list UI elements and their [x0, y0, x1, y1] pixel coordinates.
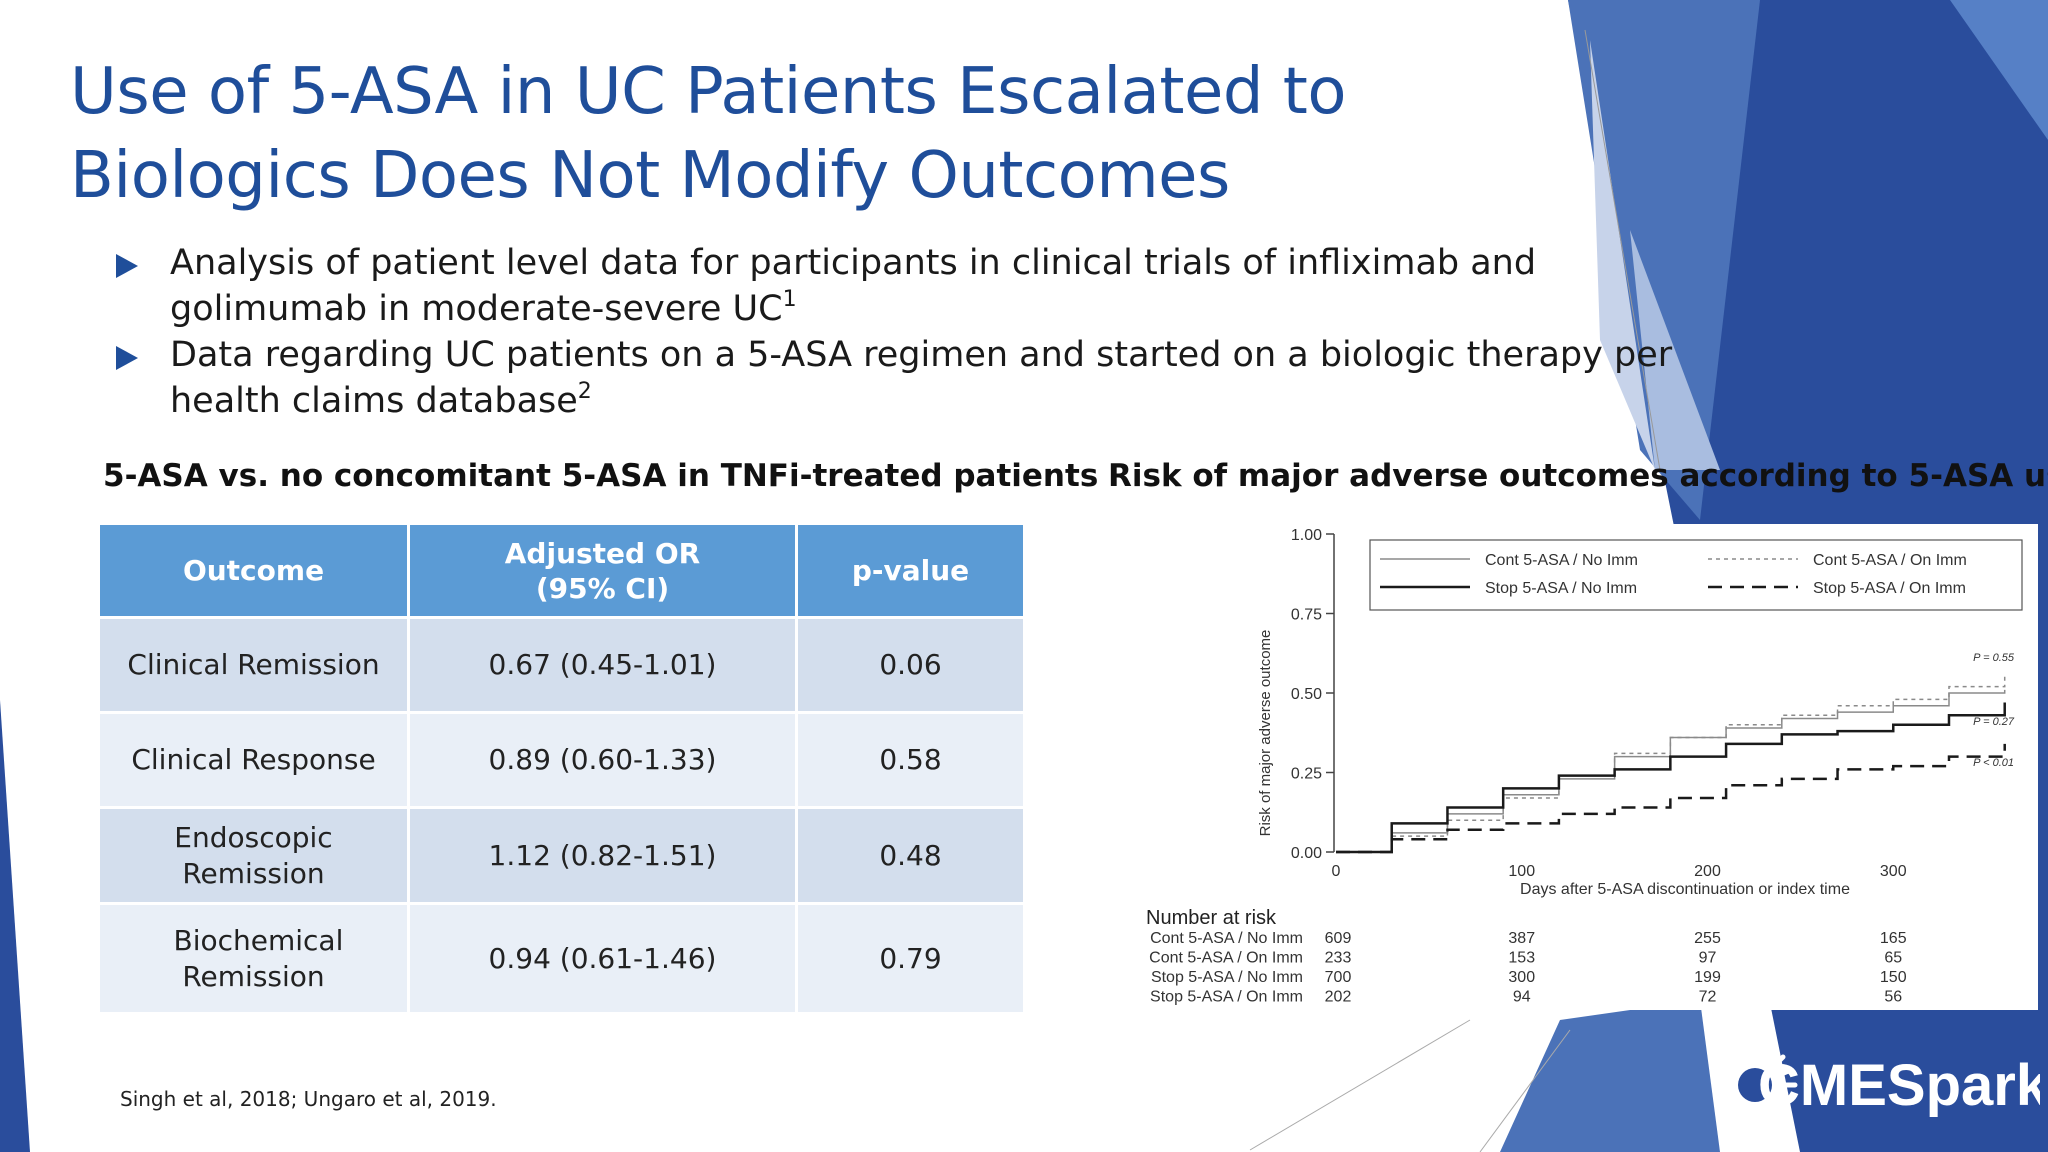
series-line: [1336, 702, 2006, 854]
x-tick-label: 100: [1508, 863, 1535, 880]
bullet-arrow-icon: [116, 254, 138, 278]
table-cell-or: 1.12 (0.82-1.51): [407, 806, 798, 905]
series-line: [1336, 673, 2006, 853]
bullet-reference: 2: [577, 379, 592, 404]
number-at-risk-value: 150: [1880, 969, 1907, 986]
number-at-risk-label: Cont 5-ASA / No Imm: [1150, 930, 1303, 947]
number-at-risk-value: 56: [1884, 989, 1902, 1006]
y-tick-label: 0.75: [1291, 607, 1322, 624]
footnote: Singh et al, 2018; Ungaro et al, 2019.: [120, 1087, 497, 1111]
legend-box: [1369, 539, 2023, 611]
cmespark-logo: CMESpark: [1712, 1042, 2040, 1128]
bullet-reference: 1: [782, 287, 797, 312]
chart-panel: 0.00 0.25 0.50 0.75 1.00 0 100 200 300 Days after…: [1108, 524, 2038, 1010]
legend-label: Stop 5-ASA / No Imm: [1485, 580, 1637, 597]
table-cell-outcome: Endoscopic Remission: [97, 806, 410, 905]
number-at-risk-value: 255: [1694, 930, 1721, 947]
y-tick-label: 0.50: [1291, 686, 1322, 703]
legend-label: Cont 5-ASA / On Imm: [1813, 552, 1967, 569]
bullet-list: Analysis of patient level data for parti…: [112, 240, 1692, 424]
table-section-title: 5-ASA vs. no concomitant 5-ASA in TNFi-t…: [103, 458, 1099, 494]
bullet-text: Data regarding UC patients on a 5-ASA re…: [170, 335, 1673, 421]
bullet-item: Analysis of patient level data for parti…: [112, 240, 1692, 332]
table-cell-outcome-label: Biochemical Remission: [173, 923, 344, 993]
y-axis-label: Risk of major adverse outcome: [1257, 630, 1274, 837]
number-at-risk-value: 165: [1880, 930, 1907, 947]
y-tick-label: 1.00: [1291, 527, 1322, 544]
risk-chart: 0.00 0.25 0.50 0.75 1.00 0 100 200 300 Days after…: [1146, 527, 2023, 1006]
number-at-risk-value: 97: [1699, 950, 1717, 967]
table-row: Biochemical Remission 0.94 (0.61-1.46) 0…: [97, 902, 1026, 1015]
table-cell-or: 0.94 (0.61-1.46): [407, 902, 798, 1015]
number-at-risk-value: 387: [1508, 930, 1535, 947]
legend-label: Cont 5-ASA / No Imm: [1485, 552, 1638, 569]
bullet-item: Data regarding UC patients on a 5-ASA re…: [112, 332, 1692, 424]
p-value-annotation: P < 0.01: [1973, 757, 2014, 769]
number-at-risk-value: 72: [1699, 989, 1717, 1006]
number-at-risk-value: 700: [1325, 969, 1352, 986]
table-header-outcome: Outcome: [97, 522, 410, 619]
number-at-risk-value: 94: [1513, 989, 1531, 1006]
number-at-risk-label: Cont 5-ASA / On Imm: [1149, 950, 1303, 967]
table-cell-p: 0.06: [795, 616, 1026, 714]
table-cell-p: 0.79: [795, 902, 1026, 1015]
x-tick-label: 0: [1332, 863, 1341, 880]
table-header-p-value: p-value: [795, 522, 1026, 619]
x-tick-label: 200: [1694, 863, 1721, 880]
x-axis-label: Days after 5-ASA discontinuation or inde…: [1520, 881, 1850, 898]
table-header-row: Outcome Adjusted OR (95% CI) p-value: [97, 522, 1026, 619]
table-header-adjusted-or: Adjusted OR (95% CI): [407, 522, 798, 619]
bullet-arrow-icon: [116, 346, 138, 370]
slide-title-line-1: Use of 5-ASA in UC Patients Escalated to: [70, 55, 1347, 129]
y-tick-label: 0.00: [1291, 845, 1322, 862]
table-row: Clinical Response 0.89 (0.60-1.33) 0.58: [97, 711, 1026, 809]
table-cell-or: 0.89 (0.60-1.33): [407, 711, 798, 809]
table-cell-outcome: Clinical Remission: [97, 616, 410, 714]
table-cell-outcome-label: Endoscopic Remission: [174, 820, 333, 890]
logo-text: CMESpark: [1758, 1053, 2040, 1118]
p-value-annotation: P = 0.27: [1973, 716, 2015, 728]
x-tick-label: 300: [1880, 863, 1907, 880]
series-line: [1336, 743, 2006, 854]
number-at-risk-value: 202: [1325, 989, 1352, 1006]
number-at-risk-label: Stop 5-ASA / On Imm: [1150, 989, 1303, 1006]
number-at-risk-value: 199: [1694, 969, 1721, 986]
chart-section-title: Risk of major adverse outcomes according…: [1108, 458, 2048, 494]
number-at-risk-value: 153: [1508, 950, 1535, 967]
number-at-risk-value: 300: [1508, 969, 1535, 986]
number-at-risk-value: 233: [1325, 950, 1352, 967]
table-cell-or: 0.67 (0.45-1.01): [407, 616, 798, 714]
slide-title: Use of 5-ASA in UC Patients Escalated to…: [70, 50, 1490, 218]
table-cell-outcome: Biochemical Remission: [97, 902, 410, 1015]
table-cell-p: 0.58: [795, 711, 1026, 809]
legend-label: Stop 5-ASA / On Imm: [1813, 580, 1966, 597]
number-at-risk-value: 65: [1884, 950, 1902, 967]
table-header-adjusted-or-label: Adjusted OR (95% CI): [504, 536, 701, 605]
y-tick-label: 0.25: [1291, 766, 1322, 783]
table-cell-p: 0.48: [795, 806, 1026, 905]
table-row: Clinical Remission 0.67 (0.45-1.01) 0.06: [97, 616, 1026, 714]
number-at-risk-label: Stop 5-ASA / No Imm: [1151, 969, 1303, 986]
series-line: [1336, 689, 2006, 853]
table-cell-outcome: Clinical Response: [97, 711, 410, 809]
slide-title-line-2: Biologics Does Not Modify Outcomes: [70, 139, 1230, 213]
table-row: Endoscopic Remission 1.12 (0.82-1.51) 0.…: [97, 806, 1026, 905]
p-value-annotation: P = 0.55: [1973, 652, 2015, 664]
number-at-risk-title: Number at risk: [1146, 907, 1277, 929]
bullet-text: Analysis of patient level data for parti…: [170, 243, 1537, 329]
number-at-risk-value: 609: [1325, 930, 1352, 947]
outcomes-table: Outcome Adjusted OR (95% CI) p-value Cli…: [97, 522, 1026, 1015]
